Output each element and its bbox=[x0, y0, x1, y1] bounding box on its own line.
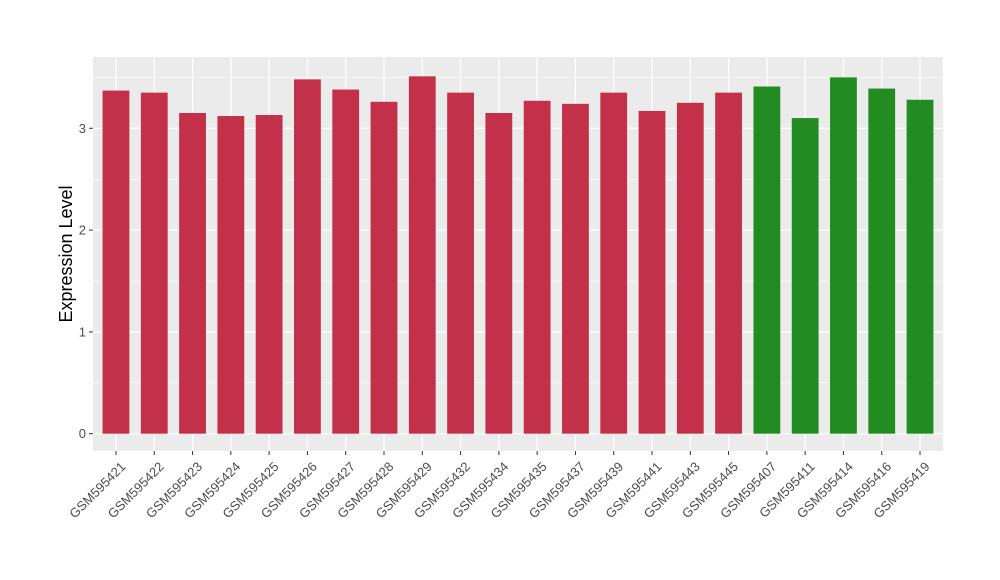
bar-GSM595425 bbox=[255, 115, 283, 434]
bar-GSM595429 bbox=[408, 76, 436, 434]
y-tick-label: 2 bbox=[79, 223, 86, 238]
bar-GSM595439 bbox=[600, 92, 628, 434]
bar-GSM595445 bbox=[715, 92, 742, 434]
bar-GSM595424 bbox=[217, 116, 245, 434]
y-tick-label: 0 bbox=[79, 426, 86, 441]
bar-GSM595407 bbox=[753, 86, 781, 434]
y-axis: 0 1 2 3 bbox=[79, 121, 93, 441]
bar-GSM595414 bbox=[830, 77, 857, 434]
bar-GSM595437 bbox=[562, 103, 589, 434]
x-axis: GSM595421GSM595422GSM595423GSM595424GSM5… bbox=[66, 451, 933, 521]
bar-GSM595441 bbox=[638, 110, 666, 434]
bar-GSM595426 bbox=[294, 79, 321, 434]
bar-GSM595435 bbox=[523, 100, 551, 434]
bar-GSM595411 bbox=[791, 118, 819, 434]
y-axis-title: Expression Level bbox=[56, 185, 76, 322]
bar-GSM595434 bbox=[485, 112, 513, 434]
bar-GSM595428 bbox=[370, 101, 398, 434]
bar-GSM595419 bbox=[906, 99, 934, 434]
bar-GSM595443 bbox=[676, 102, 704, 434]
bar-GSM595416 bbox=[868, 88, 896, 434]
bar-GSM595422 bbox=[140, 92, 168, 434]
bar-GSM595432 bbox=[447, 92, 474, 434]
bar-GSM595423 bbox=[179, 112, 206, 434]
bars bbox=[102, 76, 934, 434]
bar-GSM595421 bbox=[102, 90, 130, 434]
bar-GSM595427 bbox=[332, 89, 360, 434]
y-tick-label: 3 bbox=[79, 121, 86, 136]
y-tick-label: 1 bbox=[79, 324, 86, 339]
